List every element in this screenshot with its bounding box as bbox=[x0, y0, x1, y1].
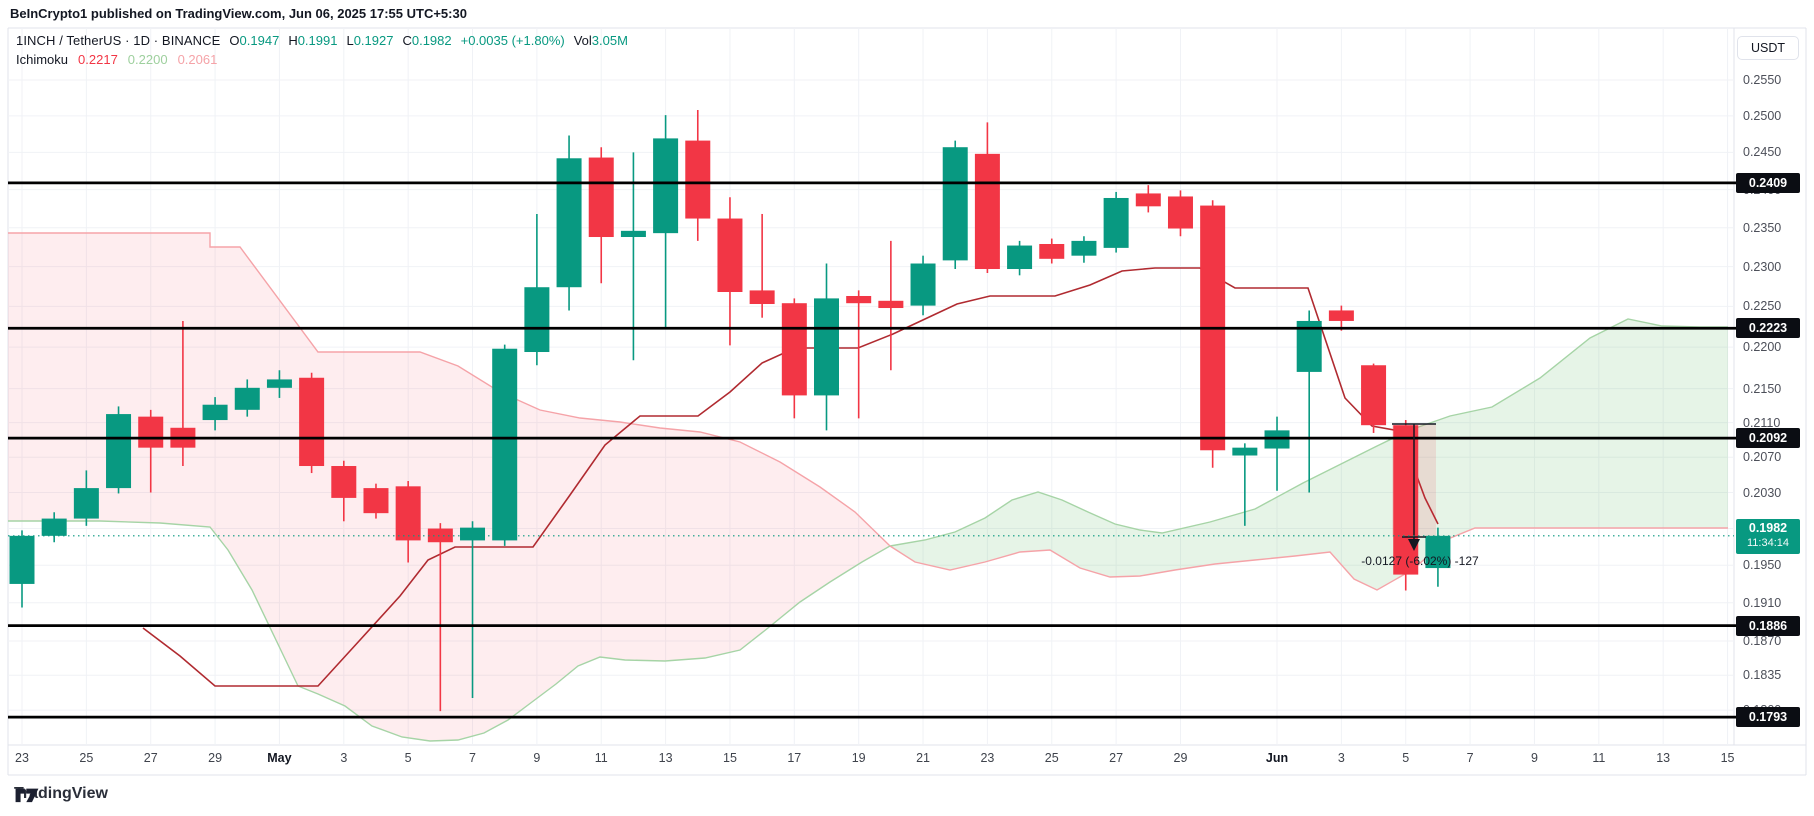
ohlc-token-o: O0.1947 bbox=[229, 33, 280, 48]
price-level-badge: 0.1886 bbox=[1736, 615, 1800, 636]
tradingview-brand-text: TradingView bbox=[14, 785, 108, 802]
time-axis-label: 9 bbox=[533, 751, 541, 765]
time-axis-label: 15 bbox=[723, 751, 737, 765]
time-axis-label: 21 bbox=[916, 751, 930, 765]
price-level-badge: 0.2092 bbox=[1736, 428, 1800, 449]
time-axis-label: 7 bbox=[1466, 751, 1474, 765]
currency-toggle-button[interactable]: USDT bbox=[1737, 36, 1799, 60]
price-axis-label: 0.2070 bbox=[1743, 450, 1782, 465]
price-axis-label: 0.1835 bbox=[1743, 668, 1782, 683]
time-axis-label: 11 bbox=[594, 751, 608, 765]
indicator-name: Ichimoku bbox=[16, 52, 69, 67]
volume-value: Vol3.05M bbox=[573, 33, 628, 48]
time-axis-label: 25 bbox=[79, 751, 94, 765]
ohlc-token-h: H0.1991 bbox=[288, 33, 338, 48]
price-axis-label: 0.2030 bbox=[1743, 485, 1782, 500]
time-axis-label: 7 bbox=[469, 751, 476, 765]
price-axis-label: 0.2500 bbox=[1743, 108, 1782, 123]
symbol-legend-row[interactable]: 1INCH / TetherUS · 1D · BINANCE O0.1947 H… bbox=[16, 33, 628, 48]
time-axis-label: 9 bbox=[1530, 751, 1538, 765]
price-level-badge: 0.2409 bbox=[1736, 172, 1800, 193]
price-axis-label: 0.2450 bbox=[1743, 145, 1782, 160]
time-axis-label: 17 bbox=[787, 751, 802, 765]
time-axis-label: 15 bbox=[1720, 751, 1735, 765]
time-axis-label: 11 bbox=[1592, 751, 1606, 765]
time-axis-label: 27 bbox=[143, 751, 158, 765]
time-axis-label: 3 bbox=[340, 751, 348, 765]
measure-tool-label: -0.0127 (-6.02%) -127 bbox=[1361, 554, 1479, 568]
time-axis-label: 29 bbox=[1173, 751, 1188, 765]
indicator-value: 0.2217 bbox=[78, 52, 118, 67]
indicator-value: 0.2200 bbox=[127, 52, 168, 67]
time-axis-label: 27 bbox=[1109, 751, 1124, 765]
price-axis-label: 0.2110 bbox=[1743, 415, 1781, 430]
time-axis-label: 13 bbox=[658, 751, 673, 765]
ohlc-values: O0.1947 H0.1991 L0.1927 C0.1982 bbox=[229, 33, 451, 48]
symbol-title: 1INCH / TetherUS · 1D · BINANCE bbox=[16, 33, 221, 48]
time-axis-label: 25 bbox=[1044, 751, 1059, 765]
time-axis-label: 23 bbox=[980, 751, 995, 765]
price-level-badge: 0.2223 bbox=[1736, 318, 1800, 339]
time-axis-label: 13 bbox=[1656, 751, 1671, 765]
price-axis-label: 0.2200 bbox=[1743, 340, 1782, 355]
price-change: +0.0035 (+1.80%) bbox=[460, 33, 565, 48]
price-axis-label: 0.2350 bbox=[1743, 220, 1782, 235]
time-axis-label: 5 bbox=[1402, 751, 1410, 765]
price-axis-label: 0.2150 bbox=[1743, 381, 1782, 396]
price-axis-label: 0.2550 bbox=[1743, 73, 1782, 87]
publish-attribution-line: BeInCrypto1 published on TradingView.com… bbox=[10, 6, 467, 21]
time-axis-label: May bbox=[267, 751, 292, 765]
indicator-legend-row[interactable]: Ichimoku 0.2217 0.2200 0.2061 bbox=[16, 52, 217, 67]
time-axis-label: Jun bbox=[1265, 751, 1289, 765]
indicator-value: 0.2061 bbox=[177, 52, 218, 67]
time-axis-label: 3 bbox=[1337, 751, 1345, 765]
chart-plot-area[interactable] bbox=[8, 28, 1734, 745]
ohlc-token-l: L0.1927 bbox=[346, 33, 394, 48]
ohlc-token-c: C0.1982 bbox=[402, 33, 452, 48]
price-level-badge: 0.1793 bbox=[1736, 707, 1800, 728]
time-axis-label: 23 bbox=[15, 751, 29, 765]
price-axis-label: 0.2250 bbox=[1743, 299, 1782, 314]
time-axis-label: 5 bbox=[404, 751, 412, 765]
price-axis-label: 0.1950 bbox=[1743, 558, 1782, 573]
price-axis-label: 0.1910 bbox=[1743, 595, 1782, 610]
tradingview-attribution[interactable]: TradingView bbox=[14, 785, 108, 803]
price-axis-label: 0.1870 bbox=[1743, 634, 1782, 649]
time-axis-label: 19 bbox=[851, 751, 866, 765]
indicator-values: 0.2217 0.2200 0.2061 bbox=[78, 52, 217, 67]
price-axis-label: 0.2300 bbox=[1743, 259, 1782, 274]
time-axis-label: 29 bbox=[208, 751, 223, 765]
current-price-badge: 0.1982 11:34:14 bbox=[1736, 518, 1800, 554]
